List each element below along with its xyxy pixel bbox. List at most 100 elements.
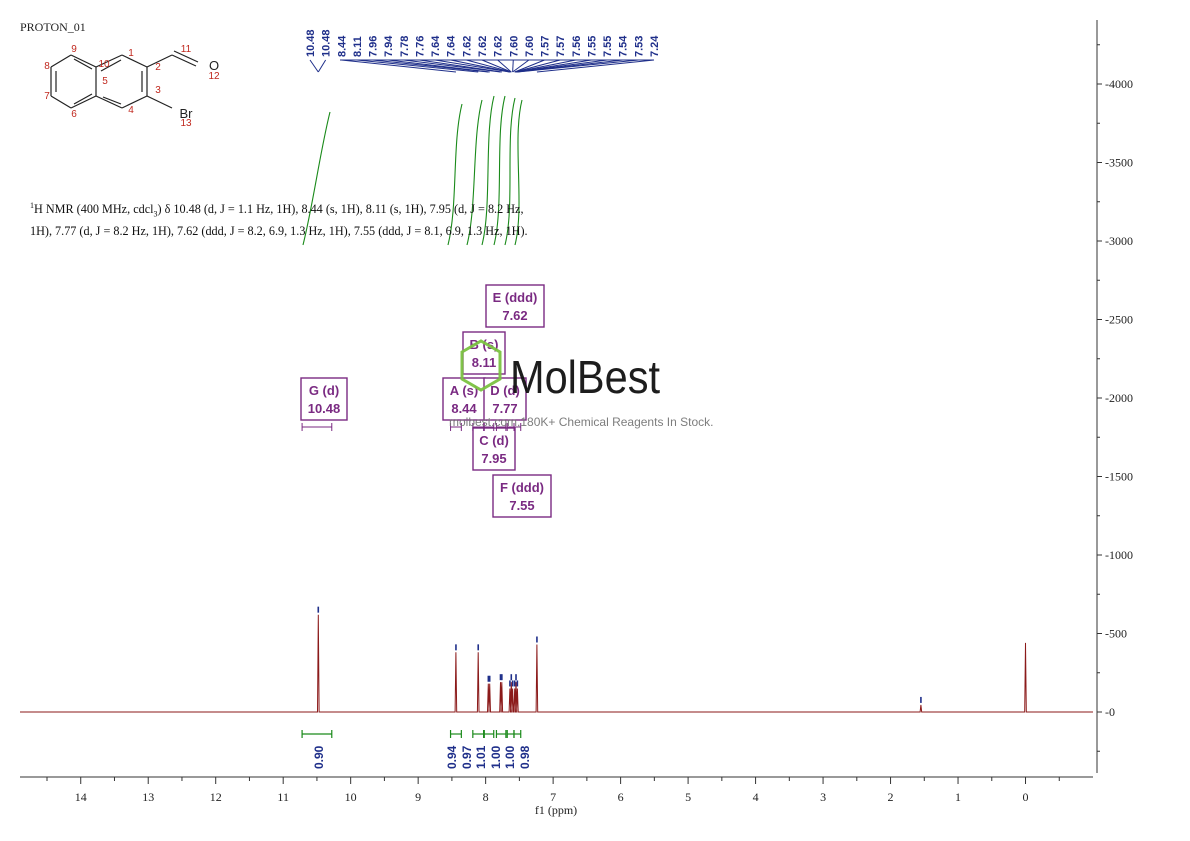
integral-value: 1.01	[474, 745, 488, 769]
peak-leader-line	[512, 59, 530, 73]
multiplet-name: G (d)	[309, 383, 339, 398]
x-tick-label: 7	[550, 790, 556, 804]
multiplet-name: D (d)	[490, 383, 520, 398]
peak-shift-label: 10.48	[305, 29, 317, 57]
x-tick-label: 11	[277, 790, 289, 804]
integral-curve	[302, 111, 331, 246]
peak-shift-label: 8.44	[336, 35, 348, 57]
atom-number-12: 12	[208, 71, 220, 82]
atom-number-3: 3	[155, 85, 161, 96]
y-tick-label: -3000	[1105, 234, 1133, 248]
x-tick-label: 6	[618, 790, 624, 804]
x-tick-label: 5	[685, 790, 691, 804]
peak-shift-label: 7.55	[586, 36, 598, 57]
summary-line1-pre: H NMR (400 MHz, cdcl	[34, 202, 154, 217]
peak-shift-label: 7.94	[383, 35, 395, 57]
integral-value: 1.00	[503, 745, 517, 769]
atom-number-1: 1	[128, 48, 134, 59]
peak-leader-line	[517, 59, 639, 73]
multiplet-name: A (s)	[450, 383, 478, 398]
multiplet-shift: 8.11	[472, 355, 497, 370]
atom-number-13: 13	[180, 118, 192, 129]
multiplet-box	[462, 331, 506, 375]
x-tick-label: 10	[345, 790, 357, 804]
multiplet-name: F (ddd)	[500, 480, 544, 495]
atom-number-9: 9	[71, 44, 77, 55]
atom-number-11: 11	[181, 44, 192, 55]
multiplet-shift: 7.62	[502, 308, 527, 323]
peak-leader-line	[317, 59, 327, 73]
x-tick-label: 3	[820, 790, 826, 804]
multiplet-name: E (ddd)	[493, 290, 538, 305]
spectrum-line	[20, 614, 1093, 713]
atom-number-5: 5	[102, 76, 108, 87]
integral-curve	[466, 99, 483, 246]
atom-number-2: 2	[155, 62, 161, 73]
x-tick-label: 13	[142, 790, 154, 804]
peak-leader-line	[514, 59, 545, 73]
watermark-brand: MolBest	[510, 351, 660, 403]
experiment-title: PROTON_01	[20, 20, 86, 34]
multiplet-box	[492, 474, 552, 518]
y-tick-label: -2500	[1105, 313, 1133, 327]
peak-shift-label: 7.24	[649, 35, 661, 57]
integral-value: 1.00	[489, 745, 503, 769]
x-tick-label: 0	[1023, 790, 1029, 804]
x-tick-label: 8	[483, 790, 489, 804]
summary-line2: 1H), 7.77 (d, J = 8.2 Hz, 1H), 7.62 (ddd…	[30, 223, 528, 238]
y-tick-label: -1000	[1105, 548, 1133, 562]
peak-shift-label: 7.60	[524, 36, 536, 57]
peak-leader-line	[514, 59, 561, 73]
peak-shift-label: 7.60	[508, 36, 520, 57]
peak-leader-line	[356, 59, 479, 73]
integral-value: 0.94	[445, 745, 459, 769]
nmr-summary-text: 1H NMR (400 MHz, cdcl3) δ 10.48 (d, J = …	[30, 197, 590, 240]
peak-shift-label: 7.53	[633, 36, 645, 57]
peak-leader-line	[466, 59, 512, 73]
peak-shift-label: 7.96	[368, 36, 380, 57]
peak-leader-line	[536, 59, 655, 73]
peak-leader-line	[309, 59, 319, 73]
peak-shift-label: 7.62	[477, 36, 489, 57]
atom-number-7: 7	[44, 91, 50, 102]
peak-shift-label: 10.48	[321, 29, 333, 57]
x-tick-label: 1	[955, 790, 961, 804]
peak-shift-label: 7.57	[540, 36, 552, 57]
plot-axes: 14 13 12 11 10 9 8 7 6 5 4 3 2 1 0-0-500-1000-1500-200…	[20, 20, 1133, 804]
y-tick-label: -2000	[1105, 391, 1133, 405]
integral-curve	[514, 99, 523, 246]
peak-leader-line	[497, 59, 512, 73]
integral-curve	[493, 95, 506, 246]
multiplet-box	[472, 427, 516, 471]
atom-number-10: 10	[98, 59, 110, 70]
y-tick-label: -0	[1105, 705, 1115, 719]
x-axis-label: f1 (ppm)	[535, 803, 577, 817]
peak-leader-line	[435, 59, 511, 73]
multiplet-box	[300, 377, 348, 421]
summary-line1-post: ) δ 10.48 (d, J = 1.1 Hz, 1H), 8.44 (s, …	[157, 202, 524, 217]
peak-shift-label: 7.64	[430, 35, 442, 57]
integral-value: 0.98	[518, 745, 532, 769]
multiplet-shift: 7.95	[481, 451, 506, 466]
watermark: MolBest molbest.com,180K+ Chemical Reagen…	[449, 339, 713, 429]
x-tick-label: 2	[888, 790, 894, 804]
multiplet-box	[442, 377, 486, 421]
peak-leader-line	[512, 59, 514, 73]
atom-number-8: 8	[44, 61, 50, 72]
peak-shift-label: 7.57	[555, 36, 567, 57]
peak-shift-label: 7.54	[618, 35, 630, 57]
watermark-tagline: molbest.com,180K+ Chemical Reagents In S…	[449, 415, 713, 429]
peak-shift-label: 7.62	[493, 36, 505, 57]
multiplet-shift: 8.44	[451, 401, 477, 416]
peak-shift-label: 7.78	[399, 36, 411, 57]
peak-leader-line	[481, 59, 512, 73]
y-tick-label: -3500	[1105, 156, 1133, 170]
peak-shift-label: 7.62	[461, 36, 473, 57]
integral-value: 0.97	[460, 745, 474, 769]
multiplet-shift: 10.48	[308, 401, 341, 416]
peak-leader-line	[419, 59, 502, 73]
peak-leader-line	[341, 59, 457, 73]
peak-shift-label: 8.11	[352, 36, 364, 57]
chemical-structure	[50, 50, 199, 109]
